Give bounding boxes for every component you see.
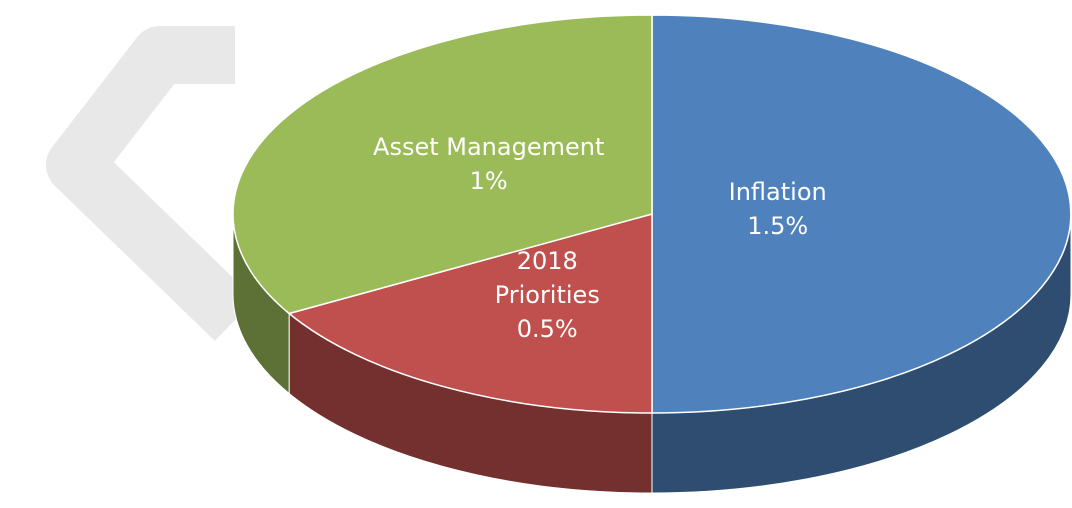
slice-label: 2018 Priorities 0.5%: [472, 244, 622, 346]
slice-value: 1.5%: [747, 212, 809, 240]
pie-slice: [651, 14, 1072, 414]
watermark: [46, 26, 256, 341]
pie-slice: [287, 213, 653, 414]
slice-value: 0.5%: [516, 315, 578, 344]
slice-name: 2018 Priorities: [494, 247, 600, 310]
slice-name: Asset Management: [373, 133, 605, 162]
slice-label: Asset Management 1%: [339, 130, 639, 198]
slice-value: 1%: [469, 167, 508, 196]
pie-slice: [232, 14, 653, 315]
slice-label: Inflation 1.5%: [678, 175, 878, 243]
slice-name: Inflation: [728, 178, 827, 206]
